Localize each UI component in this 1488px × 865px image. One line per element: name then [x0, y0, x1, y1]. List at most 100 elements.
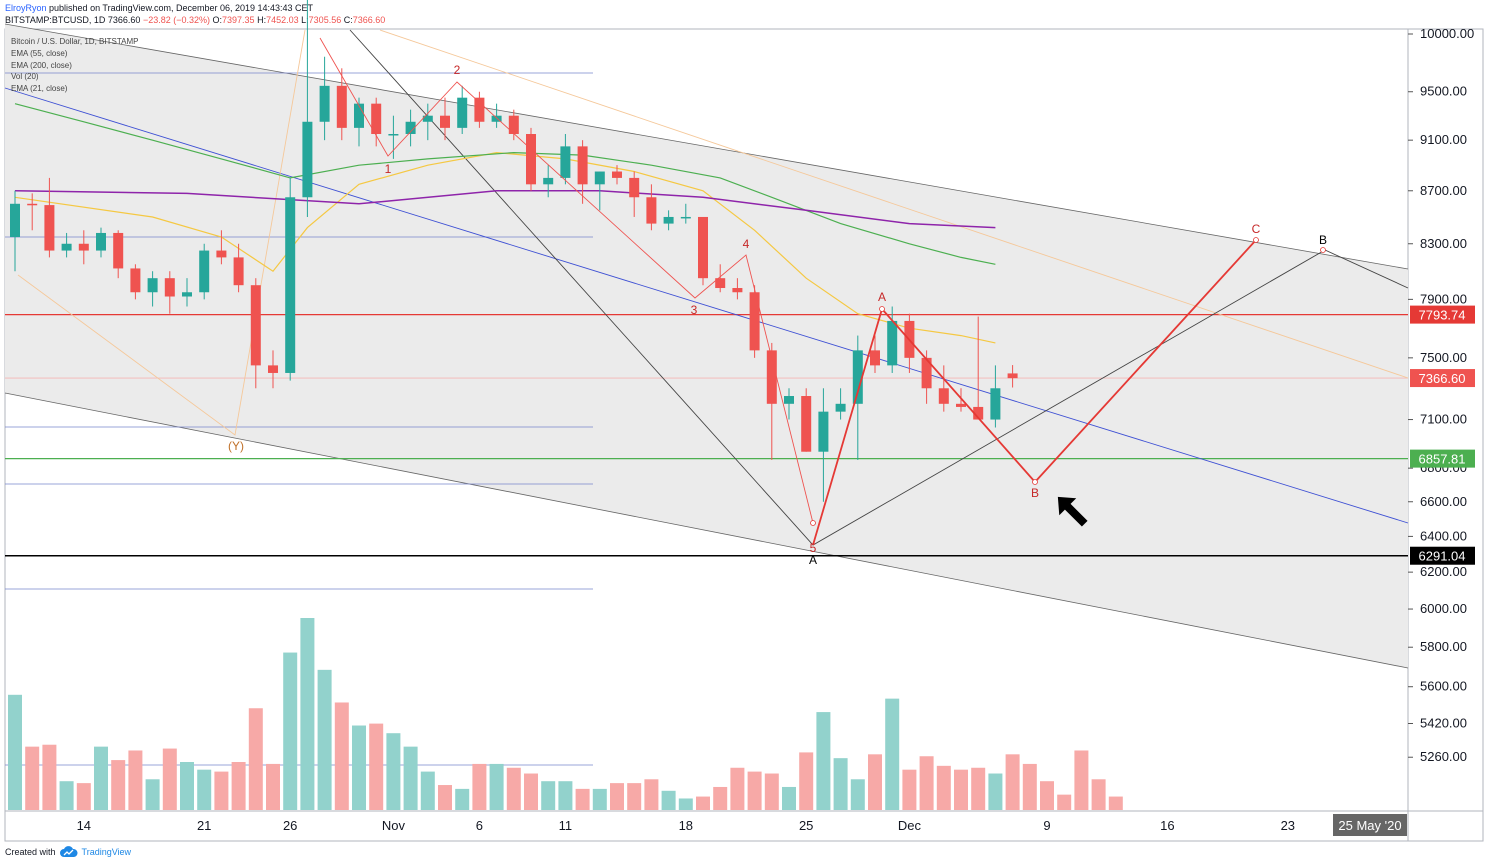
candle-body: [44, 205, 55, 251]
volume-bar: [850, 779, 865, 810]
y-tick-label: 7100.00: [1420, 412, 1467, 427]
legend-ema55: EMA (55, close): [11, 48, 68, 58]
volume-bar: [610, 783, 624, 810]
volume-bar: [231, 762, 246, 810]
y-tick-label: 7900.00: [1420, 291, 1467, 306]
legend-ema21: EMA (21, close): [11, 84, 68, 94]
candle-body: [27, 203, 38, 206]
price-label-text: 6291.04: [1419, 549, 1466, 564]
abc-projection-line: [812, 239, 1257, 546]
volume-bar: [954, 769, 968, 810]
volume-bar: [8, 694, 22, 810]
legend-vol: Vol (20): [11, 72, 39, 82]
volume-bar: [352, 725, 366, 810]
volume-bar: [25, 746, 40, 810]
x-tick-label: 21: [197, 818, 211, 833]
candle-body: [199, 250, 210, 293]
volume-bar: [1108, 796, 1123, 810]
candle-body: [973, 406, 984, 420]
wave-label: 4: [743, 237, 750, 251]
volume-bar: [730, 767, 745, 810]
volume-bar: [678, 798, 693, 810]
volume-bar: [317, 669, 332, 810]
volume-bar: [472, 763, 487, 810]
volume-bar: [782, 786, 796, 810]
volume-bar: [524, 773, 538, 810]
candle-body: [78, 243, 89, 251]
volume-bar: [455, 788, 470, 810]
symbol-line: BITSTAMP:BTCUSD, 1D 7366.60 −23.82 (−0.3…: [5, 14, 385, 26]
x-tick-label: 25: [799, 818, 813, 833]
y-tick-label: 9500.00: [1420, 84, 1467, 99]
x-tick-label: 26: [283, 818, 297, 833]
wave-point: [810, 520, 816, 526]
candle-body: [543, 177, 554, 185]
x-cursor-label: 25 May '20: [1338, 818, 1401, 833]
volume-bar: [919, 756, 934, 810]
low-value: 7305.56: [308, 15, 342, 25]
volume-layer: [8, 618, 1123, 810]
wave-label: 2: [454, 63, 461, 77]
volume-bar: [661, 790, 676, 810]
volume-bar: [300, 618, 315, 810]
volume-bar: [94, 746, 108, 810]
y-tick-label: 8700.00: [1420, 183, 1467, 198]
channel-bottom-line: [4, 392, 1409, 669]
volume-bar: [1057, 794, 1072, 810]
volume-bar: [833, 758, 848, 810]
volume-bar: [936, 765, 951, 810]
candle-body: [268, 365, 278, 373]
volume-bar: [902, 769, 917, 810]
candle-body: [405, 121, 416, 134]
wave-label: A: [809, 553, 817, 567]
candle-body: [164, 278, 175, 297]
candle-body: [336, 85, 347, 128]
legend-symbol: Bitcoin / U.S. Dollar, 1D, BITSTAMP: [11, 37, 139, 46]
x-tick-label: Dec: [898, 818, 922, 833]
candle-body: [784, 396, 794, 404]
author-link[interactable]: ElroyRyon: [5, 3, 47, 13]
volume-bar: [266, 763, 280, 810]
x-axis: 14 21 26 Nov 6 11 18 25 Dec 9 16 23 25 May '20: [77, 814, 1407, 836]
volume-bar: [76, 783, 91, 810]
candle-body: [96, 232, 106, 251]
published-text: published on TradingView.com, December 0…: [49, 3, 314, 13]
volume-bar: [868, 754, 882, 810]
volume-bar: [644, 779, 659, 810]
wave-point: [879, 306, 885, 312]
tradingview-logo-icon: [59, 846, 78, 857]
candle-body: [388, 133, 399, 136]
candle-body: [491, 115, 502, 122]
volume-bar: [438, 785, 452, 810]
candle-body: [1007, 373, 1018, 379]
candle-body: [560, 146, 571, 178]
open-value: 7397.35: [222, 15, 255, 25]
volume-bar: [420, 771, 435, 810]
volume-bar: [214, 771, 229, 810]
y-tick-label: 5600.00: [1420, 679, 1467, 694]
price-label-box: [1410, 369, 1475, 388]
x-tick-label: 16: [1160, 818, 1174, 833]
volume-bar: [627, 783, 642, 810]
wave-label: B: [1031, 486, 1039, 500]
candle-body: [285, 197, 296, 373]
tradingview-brand[interactable]: TradingView: [81, 847, 132, 857]
y-tick-label: 6200.00: [1420, 564, 1467, 579]
candle-body: [938, 388, 949, 404]
candle-body: [147, 278, 158, 293]
volume-bar: [713, 786, 728, 810]
candle-body: [354, 103, 364, 128]
y-tick-label: 5260.00: [1420, 749, 1467, 764]
indicator-legend: Bitcoin / U.S. Dollar, 1D, BITSTAMP EMA …: [11, 36, 138, 95]
candle-body: [182, 292, 192, 297]
wave-label: 5: [810, 541, 817, 555]
x-tick-label: Nov: [382, 818, 406, 833]
wave-label: B: [1319, 233, 1327, 247]
candle-body: [818, 411, 829, 452]
price-labels-layer: 7793.74 7366.60 6857.81 6291.04: [1410, 305, 1475, 565]
volume-bar: [42, 744, 57, 810]
channel-layer: [4, 23, 1409, 669]
candle-body: [801, 396, 812, 452]
x-tick-label: 14: [77, 818, 91, 833]
